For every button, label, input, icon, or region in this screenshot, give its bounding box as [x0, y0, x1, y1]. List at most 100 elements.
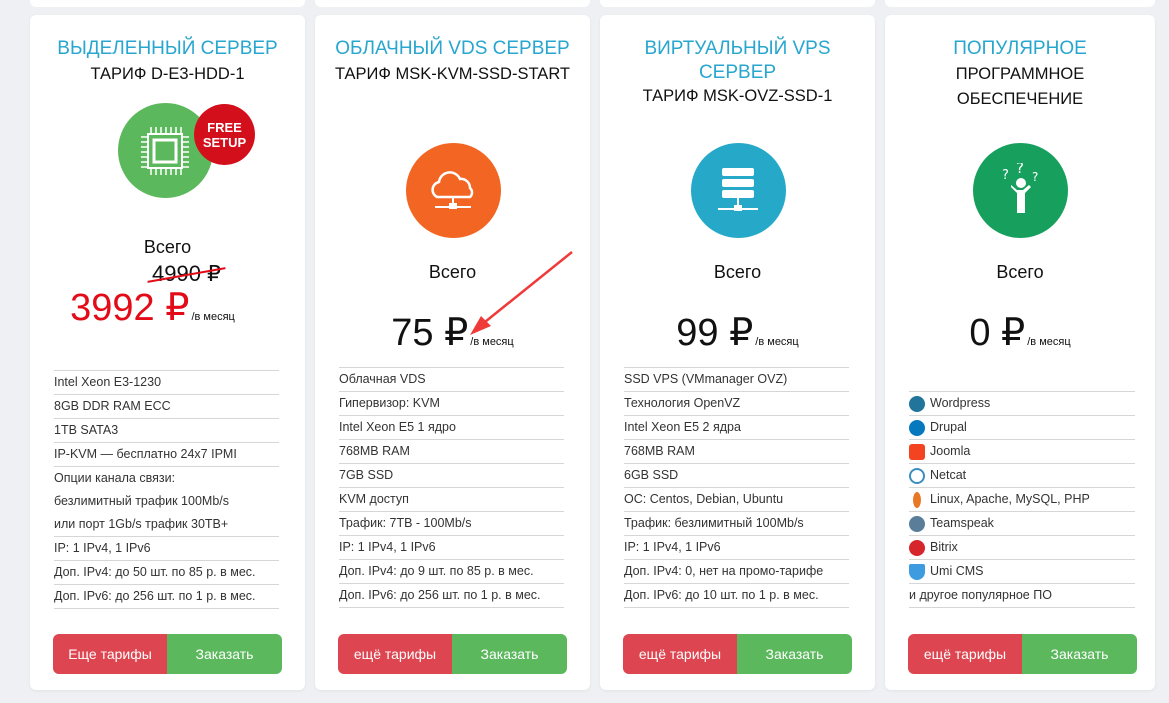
total-label: Всего: [143, 237, 192, 257]
price: 0 ₽/в месяц: [885, 310, 1155, 355]
price-period: /в месяц: [191, 311, 235, 323]
software-list: Wordpress Drupal Joomla Netcat Linux, Ap…: [909, 391, 1135, 608]
bitrix-icon: [909, 539, 925, 556]
price-value: 3992 ₽: [70, 287, 190, 329]
tariff-card-software: Популярное ПРОГРАММНОЕ ОБЕСПЕЧЕНИЕ ??? Вс…: [885, 15, 1155, 690]
card-subtitle: ТАРИФ MSK-KVM-SSD-START: [335, 65, 571, 83]
umi-icon: [909, 563, 925, 580]
feature-item: Intel Xeon E3-1230: [54, 371, 279, 395]
price-period: /в месяц: [470, 336, 514, 348]
feature-item: KVM доступ: [339, 488, 564, 512]
feature-item: Доп. IPv6: до 256 шт. по 1 р. в мес.: [339, 584, 564, 608]
feature-item: 768MB RAM: [339, 440, 564, 464]
price: 3992 ₽/в месяц: [0, 285, 305, 330]
server-stack-icon: [690, 143, 786, 238]
old-price: 4990 ₽: [152, 261, 222, 286]
feature-item: Intel Xeon E5 2 ядра: [624, 416, 849, 440]
feature-item: 768MB RAM: [624, 440, 849, 464]
price-value: 0 ₽: [969, 312, 1026, 354]
joomla-icon: [909, 443, 925, 460]
feature-item: Доп. IPv4: 0, нет на промо-тарифе: [624, 560, 849, 584]
card-subtitle: ТАРИФ MSK-OVZ-SSD-1: [642, 87, 833, 105]
svg-text:?: ?: [1002, 168, 1009, 183]
arrow-annotation-icon: [470, 251, 573, 335]
feature-item: Облачная VDS: [339, 368, 564, 392]
feature-list: Облачная VDS Гипервизор: KVM Intel Xeon …: [339, 367, 564, 608]
order-button[interactable]: Заказать: [167, 634, 282, 674]
software-item: Teamspeak: [909, 512, 1135, 536]
feature-item: Опции канала связи:: [54, 471, 176, 485]
total-label: Всего: [428, 262, 477, 282]
feature-item: 7GB SSD: [339, 464, 564, 488]
wordpress-icon: [909, 395, 925, 412]
total-label: Всего: [996, 262, 1044, 282]
order-button[interactable]: Заказать: [452, 634, 567, 674]
price-value: 75 ₽: [391, 312, 469, 354]
feature-item: IP: 1 IPv4, 1 IPv6: [54, 537, 279, 561]
software-footer: и другое популярное ПО: [909, 584, 1135, 608]
card-title: Выделенный сервер ТАРИФ D-E3-HDD-1: [30, 37, 305, 87]
feature-item: Доп. IPv4: до 9 шт. по 85 р. в мес.: [339, 560, 564, 584]
software-item: Bitrix: [909, 536, 1135, 560]
feature-item: безлимитный трафик 100Mb/s: [54, 494, 229, 508]
feature-list: Intel Xeon E3-1230 8GB DDR RAM ECC 1TB S…: [54, 370, 279, 609]
software-item: Wordpress: [909, 392, 1135, 416]
feature-item: 8GB DDR RAM ECC: [54, 395, 279, 419]
feature-item: Доп. IPv6: до 10 шт. по 1 р. в мес.: [624, 584, 849, 608]
feature-item: IP: 1 IPv4, 1 IPv6: [624, 536, 849, 560]
more-tariffs-button[interactable]: Еще тарифы: [53, 634, 167, 674]
feature-item: SSD VPS (VMmanager OVZ): [624, 368, 849, 392]
price-period: /в месяц: [755, 336, 799, 348]
tariff-card-cloud-vds: Облачный VDS сервер ТАРИФ MSK-KVM-SSD-STA…: [315, 15, 590, 690]
software-item: Umi CMS: [909, 560, 1135, 584]
prev-card-edge: [30, 0, 305, 7]
card-subtitle: ПРОГРАММНОЕ ОБЕСПЕЧЕНИЕ: [955, 65, 1085, 108]
feature-item: Гипервизор: KVM: [339, 392, 564, 416]
feature-item: Intel Xeon E5 1 ядро: [339, 416, 564, 440]
feature-list: SSD VPS (VMmanager OVZ) Технология OpenV…: [624, 367, 849, 608]
card-title: Виртуальный VPS сервер ТАРИФ MSK-OVZ-SSD-…: [600, 37, 875, 109]
drupal-icon: [909, 419, 925, 436]
software-item: Joomla: [909, 440, 1135, 464]
prev-card-edge: [600, 0, 875, 7]
prev-card-edge: [315, 0, 590, 7]
free-setup-badge: FREE SETUP: [194, 104, 255, 165]
question-person-icon: ???: [973, 143, 1068, 238]
feature-item: Доп. IPv4: до 50 шт. по 85 р. в мес.: [54, 561, 279, 585]
card-subtitle: ТАРИФ D-E3-HDD-1: [90, 65, 245, 83]
feature-item: Трафик: безлимитный 100Mb/s: [624, 512, 849, 536]
svg-text:?: ?: [1016, 163, 1024, 177]
software-item: Netcat: [909, 464, 1135, 488]
cloud-icon: [405, 143, 501, 238]
more-tariffs-button[interactable]: ещё тарифы: [908, 634, 1022, 674]
price: 75 ₽/в месяц: [315, 310, 590, 355]
software-item: Linux, Apache, MySQL, PHP: [909, 488, 1135, 512]
feature-item: Технология OpenVZ: [624, 392, 849, 416]
tariff-card-vps: Виртуальный VPS сервер ТАРИФ MSK-OVZ-SSD-…: [600, 15, 875, 690]
card-title: Облачный VDS сервер ТАРИФ MSK-KVM-SSD-STA…: [315, 37, 590, 87]
feature-item: Трафик: 7TB - 100Mb/s: [339, 512, 564, 536]
netcat-icon: [909, 467, 925, 484]
price-period: /в месяц: [1027, 336, 1071, 348]
feature-item: IP: 1 IPv4, 1 IPv6: [339, 536, 564, 560]
svg-text:?: ?: [1032, 170, 1038, 184]
feature-item: ОС: Centos, Debian, Ubuntu: [624, 488, 849, 512]
order-button[interactable]: Заказать: [1022, 634, 1137, 674]
more-tariffs-button[interactable]: ещё тарифы: [338, 634, 452, 674]
tariff-card-dedicated: Выделенный сервер ТАРИФ D-E3-HDD-1 FREE SE…: [30, 15, 305, 690]
price: 99 ₽/в месяц: [600, 310, 875, 355]
cpu-chip-icon: [117, 103, 213, 198]
apache-icon: [913, 491, 921, 508]
prev-card-edge: [885, 0, 1155, 7]
teamspeak-icon: [909, 515, 925, 532]
price-value: 99 ₽: [676, 312, 754, 354]
feature-item: Доп. IPv6: до 256 шт. по 1 р. в мес.: [54, 585, 279, 609]
feature-item: 1TB SATA3: [54, 419, 279, 443]
order-button[interactable]: Заказать: [737, 634, 852, 674]
more-tariffs-button[interactable]: ещё тарифы: [623, 634, 737, 674]
feature-item: IP-KVM — бесплатно 24x7 IPMI: [54, 443, 279, 467]
feature-item: или порт 1Gb/s трафик 30TB+: [54, 513, 279, 537]
software-item: Drupal: [909, 416, 1135, 440]
feature-item: 6GB SSD: [624, 464, 849, 488]
total-label: Всего: [713, 262, 762, 282]
